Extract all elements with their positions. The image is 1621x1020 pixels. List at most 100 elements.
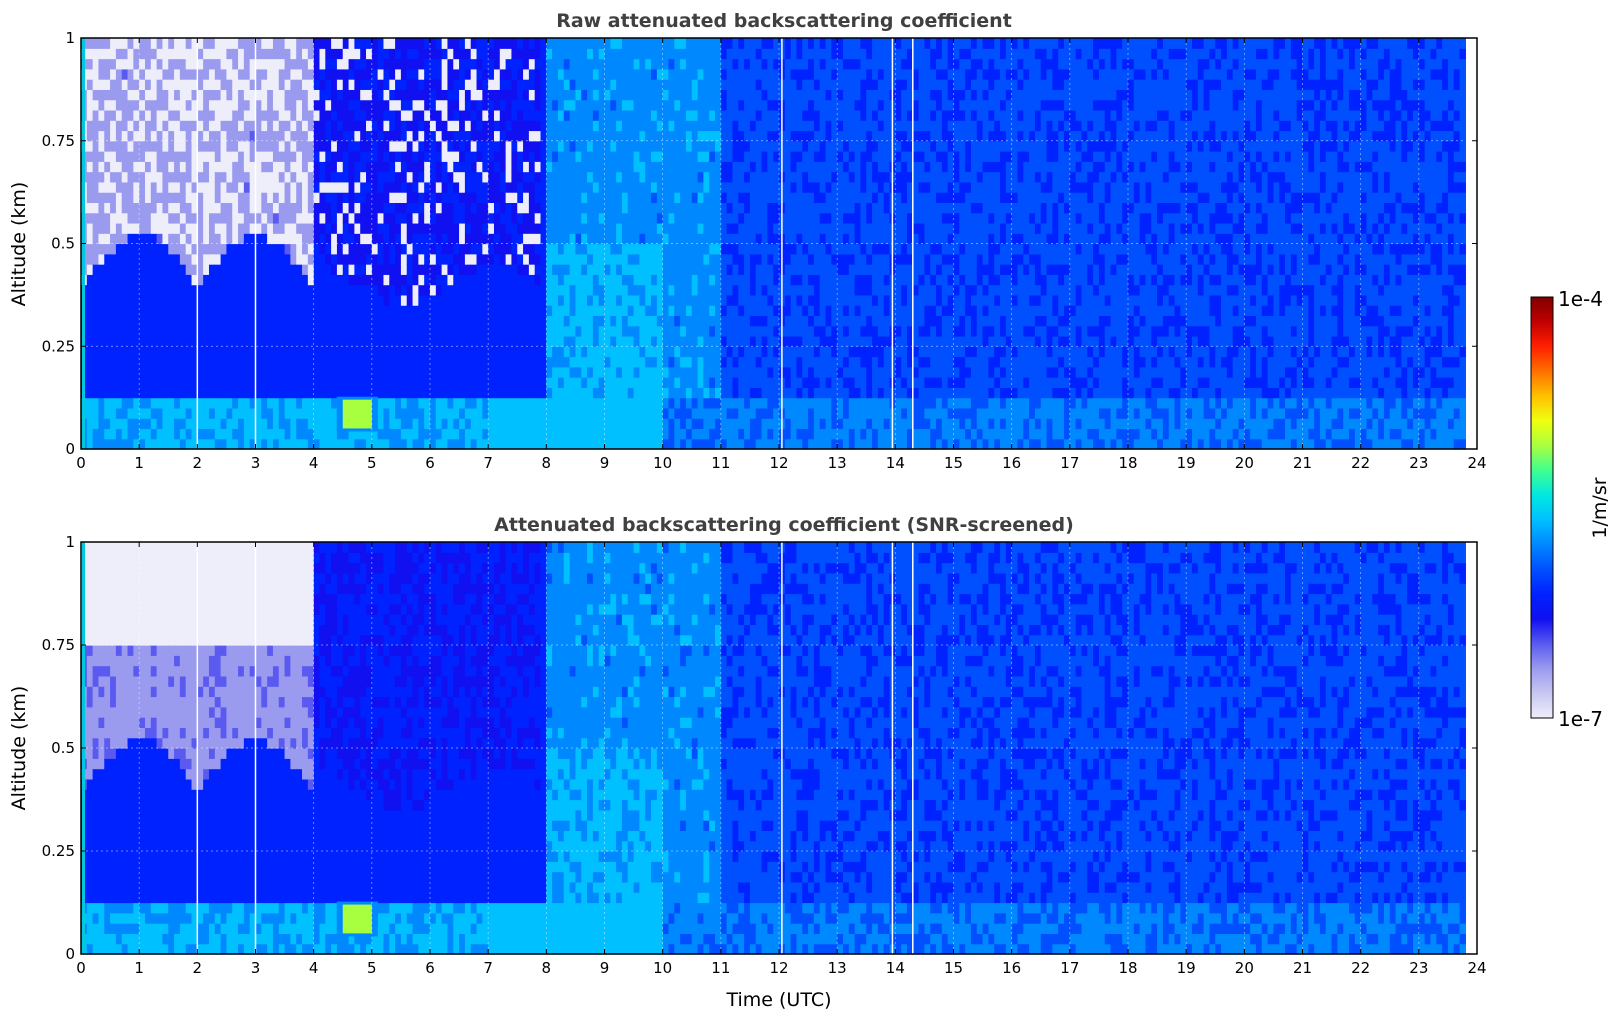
heatmap-cell: [325, 397, 332, 409]
heatmap-cell: [214, 171, 222, 183]
heatmap-cell: [482, 140, 489, 152]
heatmap-cell: [389, 335, 396, 347]
heatmap-cell: [255, 264, 262, 275]
heatmap-cell: [313, 264, 321, 275]
heatmap-cell: [418, 48, 425, 60]
heatmap-cell: [418, 438, 425, 450]
heatmap-cell: [470, 181, 478, 193]
heatmap-cell: [284, 48, 291, 60]
heatmap-cell: [406, 68, 414, 80]
heatmap-cell: [587, 274, 594, 286]
heatmap-cell: [616, 397, 623, 409]
heatmap-cell: [540, 99, 547, 111]
heatmap-cell: [168, 222, 175, 234]
heatmap-cell: [98, 233, 105, 245]
heatmap-cell: [691, 356, 699, 368]
heatmap-cell: [249, 264, 257, 275]
heatmap-cell: [441, 192, 449, 204]
heatmap-cell: [133, 428, 140, 440]
heatmap-cell: [243, 222, 251, 234]
heatmap-cell: [575, 99, 582, 111]
heatmap-cell: [587, 264, 594, 275]
heatmap-cell: [232, 335, 239, 347]
heatmap-cell: [453, 79, 460, 90]
heatmap-cell: [767, 109, 774, 121]
heatmap-cell: [272, 120, 280, 132]
heatmap-cell: [424, 284, 431, 296]
heatmap-cell: [557, 222, 565, 234]
heatmap-cell: [587, 335, 594, 347]
heatmap-cell: [296, 418, 303, 430]
heatmap-cell: [499, 428, 507, 440]
heatmap-cell: [104, 181, 111, 193]
heatmap-cell: [418, 171, 425, 183]
heatmap-cell: [715, 48, 722, 60]
heatmap-cell: [685, 377, 693, 388]
heatmap-cell: [627, 120, 635, 132]
heatmap-cell: [703, 48, 710, 60]
heatmap-cell: [296, 38, 303, 49]
heatmap-cell: [482, 212, 489, 224]
heatmap-cell: [290, 325, 297, 337]
heatmap-cell: [546, 79, 553, 90]
heatmap-cell: [493, 305, 501, 317]
heatmap-cell: [307, 346, 315, 358]
heatmap-cell: [499, 366, 507, 378]
heatmap-cell: [325, 130, 332, 142]
heatmap-cell: [243, 243, 251, 255]
heatmap-cell: [377, 243, 385, 255]
heatmap-cell: [715, 233, 722, 245]
heatmap-cell: [302, 79, 309, 90]
heatmap-cell: [214, 253, 222, 265]
heatmap-cell: [528, 161, 536, 173]
heatmap-cell: [278, 89, 286, 101]
heatmap-cell: [488, 140, 495, 152]
heatmap-cell: [528, 89, 536, 101]
heatmap-cell: [697, 428, 704, 440]
heatmap-cell: [174, 79, 181, 90]
heatmap-cell: [267, 161, 274, 173]
heatmap-cell: [342, 120, 350, 132]
heatmap-cell: [761, 284, 768, 296]
heatmap-cell: [296, 284, 303, 296]
heatmap-cell: [604, 212, 611, 224]
heatmap-cell: [540, 264, 547, 275]
heatmap-cell: [493, 58, 501, 70]
heatmap-cell: [755, 356, 763, 368]
heatmap-cell: [214, 192, 222, 204]
heatmap-cell: [523, 418, 530, 430]
heatmap-cell: [226, 99, 233, 111]
heatmap-cell: [726, 356, 734, 368]
heatmap-cell: [674, 161, 681, 173]
heatmap-cell: [680, 284, 687, 296]
heatmap-cell: [715, 315, 722, 327]
heatmap-cell: [604, 58, 611, 70]
heatmap-cell: [621, 264, 629, 275]
heatmap-cell: [627, 68, 635, 80]
heatmap-cell: [749, 171, 757, 183]
heatmap-cell: [389, 243, 396, 255]
heatmap-cell: [115, 418, 123, 430]
heatmap-cell: [761, 233, 768, 245]
heatmap-cell: [92, 243, 100, 255]
heatmap-cell: [720, 305, 728, 317]
heatmap-cell: [243, 356, 251, 368]
heatmap-cell: [598, 212, 606, 224]
heatmap-cell: [575, 407, 582, 419]
heatmap-cell: [482, 346, 489, 358]
heatmap-cell: [790, 58, 798, 70]
heatmap-cell: [272, 140, 280, 152]
heatmap-cell: [685, 38, 693, 49]
heatmap-cell: [563, 99, 571, 111]
heatmap-cell: [662, 325, 670, 337]
heatmap-cell: [342, 387, 350, 399]
heatmap-cell: [179, 253, 187, 265]
heatmap-cell: [499, 356, 507, 368]
heatmap-cell: [598, 356, 606, 368]
heatmap-cell: [150, 418, 158, 430]
heatmap-cell: [313, 151, 321, 162]
heatmap-cell: [720, 202, 728, 214]
heatmap-cell: [691, 212, 699, 224]
heatmap-cell: [499, 192, 507, 204]
heatmap-cell: [464, 335, 472, 347]
